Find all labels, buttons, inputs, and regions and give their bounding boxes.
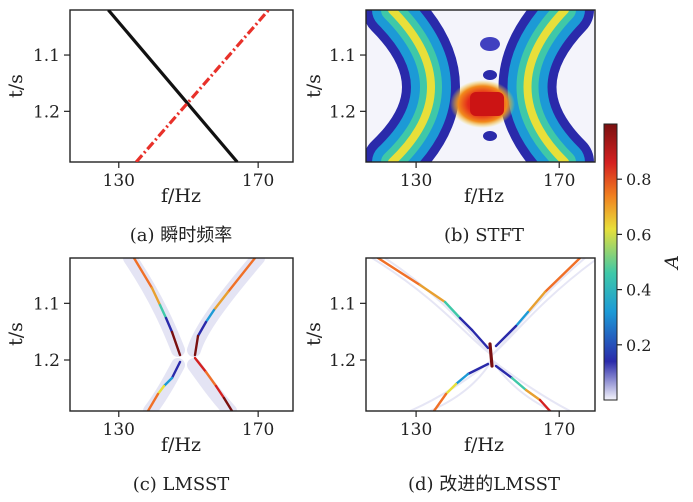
panel-c-xtick-label-1: 170 bbox=[242, 420, 274, 440]
panel-c-plot-area bbox=[123, 258, 265, 411]
panel-d-ridge-2 bbox=[494, 258, 582, 348]
panel-d-ytick-label-0: 1.1 bbox=[329, 294, 356, 314]
panel-a-ytick-label-0: 1.1 bbox=[33, 46, 60, 66]
panel-c-halo bbox=[123, 258, 265, 411]
panel-b-plot-area bbox=[366, 10, 595, 162]
panel-a-xlabel: f/Hz bbox=[161, 185, 201, 207]
panel-b-ylabel: t/s bbox=[303, 74, 325, 98]
panel-b-axes: 130 170 1.1 1.2 bbox=[329, 46, 575, 191]
panel-d-ylabel: t/s bbox=[303, 322, 325, 346]
panel-a-xtick-label-0: 130 bbox=[103, 171, 135, 191]
colorbar-tick-label-3: 0.8 bbox=[626, 170, 651, 189]
colorbar-label: A bbox=[661, 255, 683, 271]
panel-d-xtick-label-1: 170 bbox=[543, 420, 575, 440]
colorbar-tick-label-1: 0.4 bbox=[626, 281, 651, 300]
panel-c-ridge-3 bbox=[146, 360, 182, 411]
panel-a-axes: 130 170 1.1 1.2 bbox=[33, 46, 274, 191]
panel-b-xlabel: f/Hz bbox=[464, 185, 504, 207]
panel-c-ridge-1 bbox=[132, 258, 182, 357]
panel-d-xtick-label-0: 130 bbox=[400, 420, 432, 440]
panel-b-band-1 bbox=[366, 10, 594, 162]
panel-b-xtick-label-1: 170 bbox=[543, 171, 575, 191]
panel-b: 130 170 1.1 1.2 f/Hz t/s (b) STFT bbox=[303, 9, 596, 246]
panel-b-top-gap bbox=[472, 10, 504, 26]
colorbar-gradient bbox=[603, 123, 618, 401]
panel-a-ylabel: t/s bbox=[5, 74, 27, 98]
colorbar-ticks: 0.2 0.4 0.6 0.8 bbox=[617, 170, 651, 355]
panel-d-axes: 130 170 1.1 1.2 bbox=[329, 294, 575, 440]
panel-b-xtick-label-0: 130 bbox=[400, 171, 432, 191]
panel-b-frame bbox=[365, 9, 596, 163]
panel-b-bottom-gap bbox=[472, 152, 504, 162]
panel-b-hole-1 bbox=[483, 70, 497, 80]
panel-b-ytick-label-1: 1.2 bbox=[329, 102, 356, 122]
panel-a-plot-area bbox=[107, 10, 270, 162]
panel-d-ridge-1 bbox=[376, 258, 490, 350]
panel-c-ytick-label-0: 1.1 bbox=[33, 294, 60, 314]
panel-d: 130 170 1.1 1.2 f/Hz t/s (d) 改进的LMSST bbox=[303, 257, 596, 495]
panel-c-frame bbox=[69, 257, 294, 412]
panel-d-caption: (d) 改进的LMSST bbox=[408, 474, 560, 495]
panel-d-xlabel: f/Hz bbox=[464, 434, 504, 456]
panel-a-series-2 bbox=[134, 10, 270, 162]
panel-a-ytick-label-1: 1.2 bbox=[33, 102, 60, 122]
panel-a: 130 170 1.1 1.2 f/Hz t/s (a) 瞬时频率 bbox=[5, 9, 294, 246]
panel-b-hole-3 bbox=[480, 37, 500, 51]
panel-a-caption: (a) 瞬时频率 bbox=[130, 225, 233, 246]
panel-d-ridge-4 bbox=[494, 364, 552, 411]
panel-c-ylabel: t/s bbox=[5, 322, 27, 346]
panel-a-frame bbox=[69, 9, 294, 163]
colorbar-tick-label-0: 0.2 bbox=[626, 336, 651, 355]
panel-c-xtick-label-0: 130 bbox=[103, 420, 135, 440]
panel-c-ytick-label-1: 1.2 bbox=[33, 351, 60, 371]
panel-b-caption: (b) STFT bbox=[444, 225, 524, 246]
panel-c-ridge-2 bbox=[193, 258, 257, 357]
panel-c-axes: 130 170 1.1 1.2 bbox=[33, 294, 274, 440]
panel-d-halo bbox=[371, 258, 595, 411]
panel-d-ytick-label-1: 1.2 bbox=[329, 351, 356, 371]
panel-c-xlabel: f/Hz bbox=[161, 434, 201, 456]
panel-d-ridge-3 bbox=[432, 362, 490, 411]
panel-c-ridge-4 bbox=[193, 356, 234, 411]
panel-d-plot-area bbox=[371, 258, 595, 411]
panel-d-frame bbox=[365, 257, 596, 412]
panel-b-ytick-label-0: 1.1 bbox=[329, 46, 356, 66]
panel-c-caption: (c) LMSST bbox=[133, 474, 230, 495]
panel-c: 130 170 1.1 1.2 f/Hz t/s (c) LMSST bbox=[5, 257, 294, 495]
panel-a-xtick-label-1: 170 bbox=[242, 171, 274, 191]
panel-a-series-1 bbox=[107, 10, 239, 162]
colorbar-tick-label-2: 0.6 bbox=[626, 225, 651, 244]
colorbar: 0.2 0.4 0.6 0.8 A bbox=[603, 123, 683, 401]
panel-d-center bbox=[488, 342, 494, 368]
panel-b-hole-2 bbox=[483, 131, 497, 141]
panel-b-peak-core bbox=[470, 92, 504, 116]
